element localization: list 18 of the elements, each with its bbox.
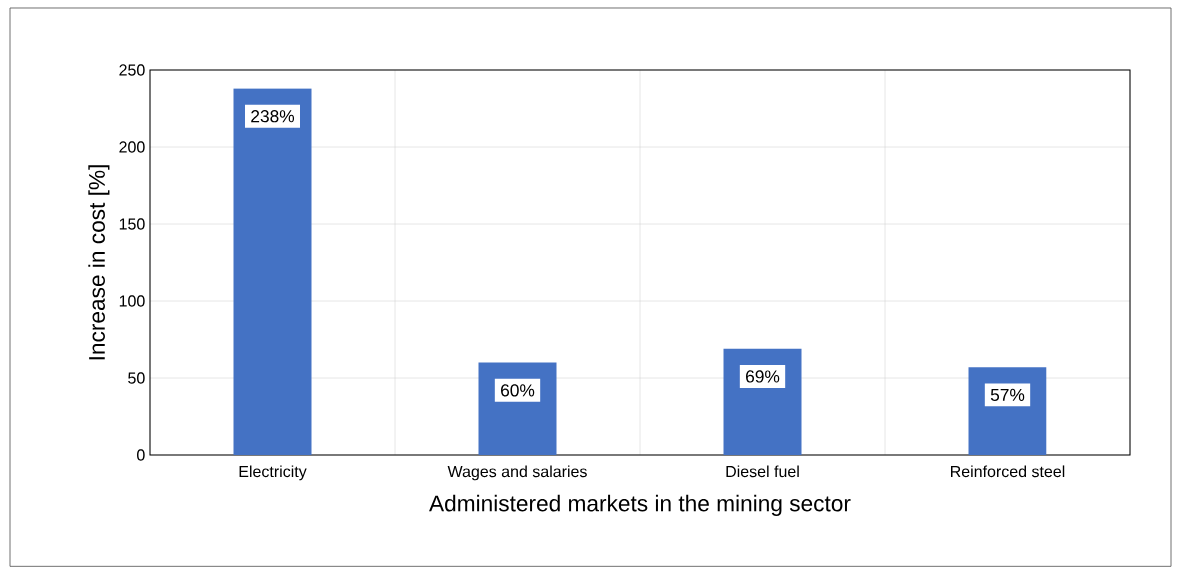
y-axis-title: Increase in cost [%] [88,165,110,360]
data-label: 238% [251,110,295,123]
y-tick-label: 0 [137,449,145,461]
y-tick-label: 150 [119,218,145,230]
y-tick-label: 100 [119,295,145,307]
x-tick-label: Wages and salaries [447,465,587,481]
bar [723,348,802,455]
bar [233,88,312,455]
x-tick-label: Diesel fuel [726,465,799,478]
data-label: 57% [990,388,1025,402]
x-tick-label: Electricity [239,465,307,481]
y-tick-label: 50 [128,372,145,384]
y-tick-label: 200 [119,141,145,153]
data-label: 60% [501,384,535,397]
x-tick-label: Reinforced steel [951,465,1065,478]
y-tick-label: 250 [119,64,145,76]
x-axis-title: Administered markets in the mining sector [429,494,851,516]
data-label: 69% [746,370,780,383]
